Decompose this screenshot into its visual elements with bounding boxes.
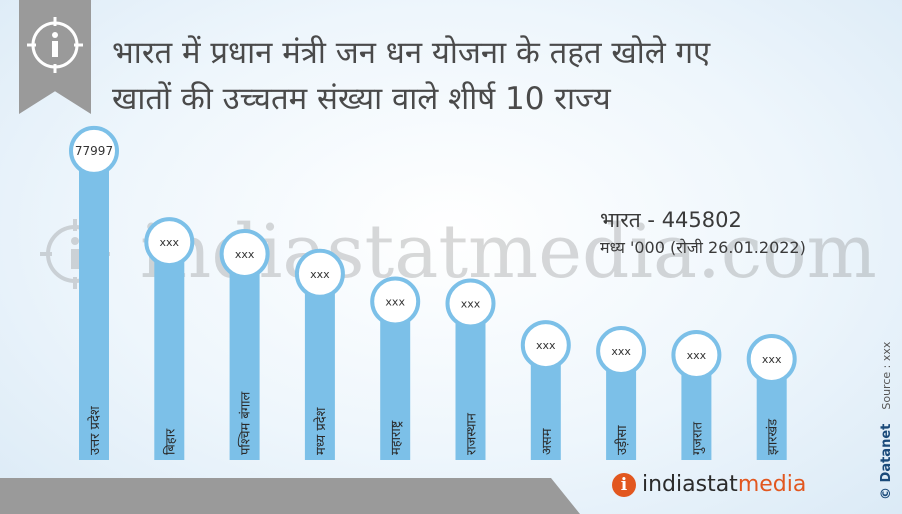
category-label-7: उड़ीसा [614, 425, 630, 455]
value-bubble-0 [69, 125, 119, 176]
value-label-2: xxx [235, 248, 255, 261]
category-label-1: बिहार [162, 428, 178, 455]
title-line-2: खातों की उच्चतम संख्या वाले शीर्ष 10 राज… [112, 81, 611, 117]
value-label-6: xxx [536, 339, 556, 352]
info-icon [27, 17, 83, 73]
value-label-9: xxx [762, 353, 782, 366]
logo-text: indiastatmedia [642, 472, 806, 497]
logo-text-part1: indiastat [642, 472, 738, 497]
value-label-4: xxx [385, 296, 405, 309]
value-label-3: xxx [310, 268, 330, 281]
category-label-2: पश्चिम बंगाल [238, 391, 254, 455]
footer-gray-strip [0, 478, 580, 514]
value-label-1: xxx [160, 236, 180, 249]
category-label-4: महाराष्ट्र [389, 420, 404, 455]
source-text: Source : xxx [880, 341, 893, 410]
value-bubble-5 [445, 278, 496, 329]
value-label-7: xxx [611, 345, 631, 358]
category-label-6: असम [540, 428, 555, 455]
bar-1 [154, 242, 185, 460]
chart-title: भारत में प्रधान मंत्री जन धन योजना के तह… [112, 30, 892, 122]
indiastat-logo: i indiastatmedia [612, 472, 806, 497]
value-label-8: xxx [687, 349, 707, 362]
value-bubble-4 [370, 276, 421, 327]
category-label-0: उत्तर प्रदेश [87, 405, 103, 455]
value-label-0: 77997 [75, 144, 113, 158]
footer-bar [0, 468, 902, 514]
value-label-5: xxx [461, 297, 481, 310]
bar-2 [229, 253, 260, 460]
bar-5 [455, 303, 486, 460]
logo-text-part2: media [737, 472, 807, 497]
total-unit-note: मध्य '000 (रोजी 26.01.2022) [600, 238, 806, 257]
total-summary: भारत - 445802 मध्य '000 (रोजी 26.01.2022… [600, 206, 806, 258]
value-bubble-6 [520, 320, 571, 371]
total-value: भारत - 445802 [600, 208, 742, 232]
category-label-5: राजस्थान [465, 412, 480, 455]
value-bubble-1 [144, 217, 195, 268]
value-bubble-2 [219, 228, 270, 279]
value-bubble-8 [671, 329, 722, 380]
bar-3 [304, 273, 335, 460]
value-bubble-7 [596, 326, 647, 377]
category-label-3: मध्य प्रदेश [313, 406, 329, 455]
category-label-8: गुजरात [690, 421, 705, 455]
logo-info-icon: i [612, 472, 636, 497]
bar-0 [79, 150, 109, 460]
value-bubble-3 [294, 248, 345, 299]
bar-4 [380, 301, 411, 460]
value-bubble-9 [746, 333, 797, 384]
category-label-9: झारखंड [766, 418, 781, 455]
title-line-1: भारत में प्रधान मंत्री जन धन योजना के तह… [112, 35, 711, 71]
